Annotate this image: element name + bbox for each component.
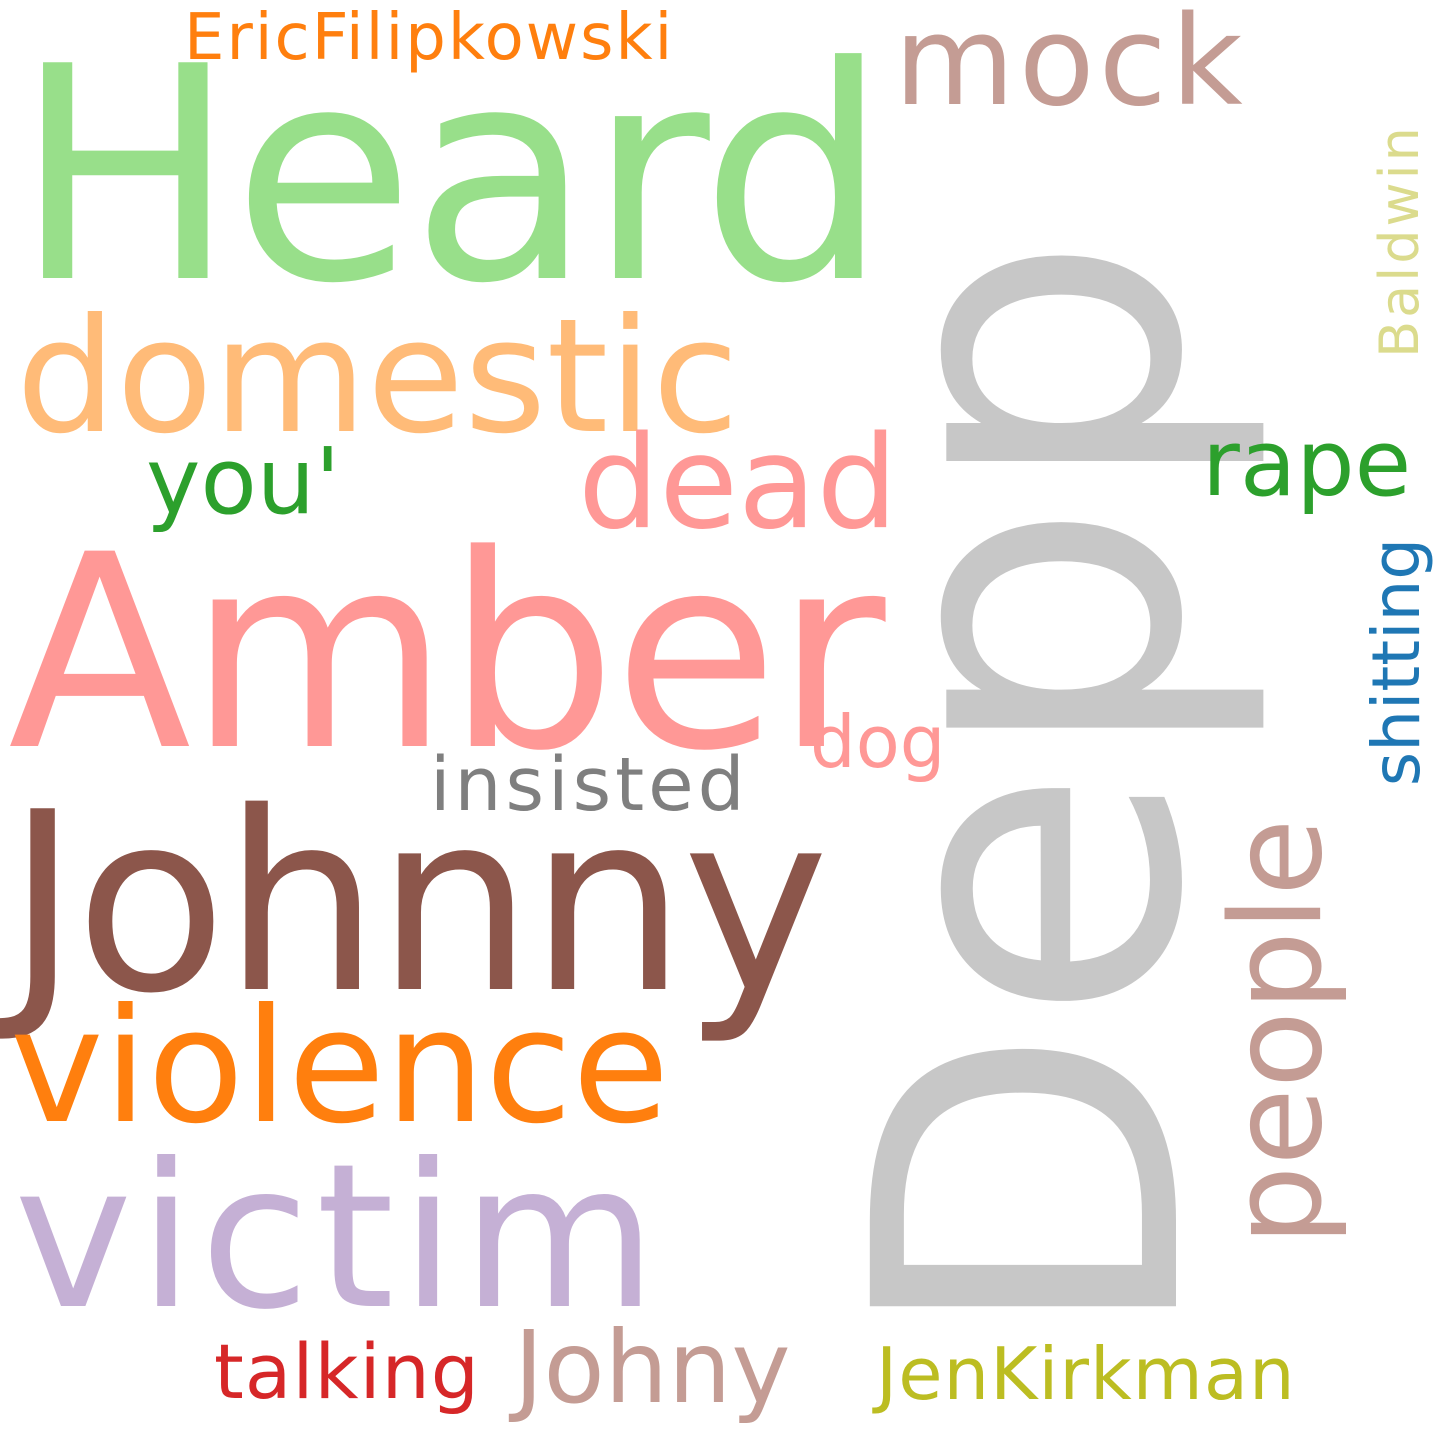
word-people: people	[1203, 818, 1350, 1246]
word-ericfilipkowski: EricFilipkowski	[184, 1, 675, 75]
word-johnny: Johnny	[6, 760, 829, 1048]
word-insisted: insisted	[430, 742, 749, 828]
word-amber: Amber	[8, 498, 886, 810]
word-dog: dog	[810, 700, 946, 784]
word-talking: talking	[214, 1327, 481, 1416]
word-baldwin: Baldwin	[1368, 124, 1431, 358]
word-violence: violence	[10, 975, 670, 1159]
word-heard: Heard	[14, 3, 888, 348]
word-victim: victim	[14, 1121, 663, 1354]
word-depp: Depp	[787, 232, 1276, 1348]
word-jenkirkman: JenKirkman	[876, 1332, 1296, 1416]
word-mock: mock	[894, 0, 1247, 134]
word-rape: rape	[1202, 410, 1412, 517]
word-domestic: domestic	[16, 285, 740, 469]
word-johny: Johny	[514, 1309, 791, 1426]
word-shitting: shitting	[1358, 537, 1435, 787]
word-you: you'	[146, 428, 341, 535]
word-dead: dead	[578, 409, 898, 558]
